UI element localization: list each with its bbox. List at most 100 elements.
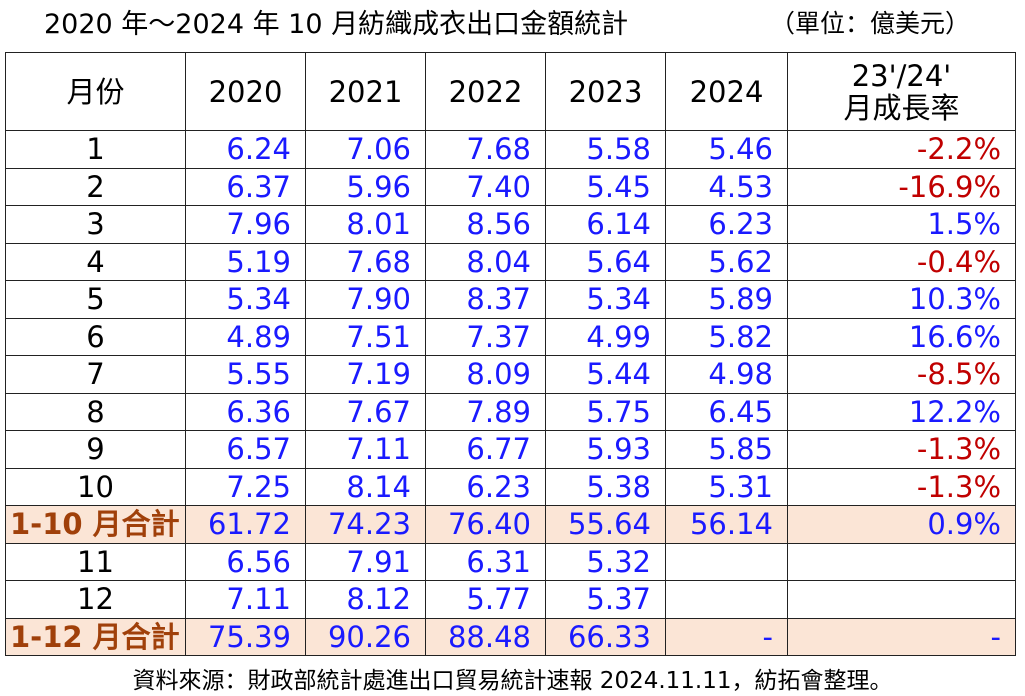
- value-cell: 90.26: [305, 617, 426, 656]
- value-cell: 7.51: [305, 317, 426, 356]
- value-cell: 74.23: [305, 505, 426, 544]
- title: 2020 年～2024 年 10 月紡織成衣出口金額統計: [44, 9, 629, 40]
- month-row: 7 5.55 7.19 8.09 5.44 4.98 -8.5%: [5, 355, 1016, 394]
- month-row: 9 6.57 7.11 6.77 5.93 5.85 -1.3%: [5, 430, 1016, 469]
- row-label: 2: [5, 167, 186, 206]
- value-cell: 8.37: [425, 280, 546, 319]
- value-cell: 5.85: [665, 430, 788, 469]
- value-cell: -16.9%: [787, 167, 1016, 206]
- month-row: 4 5.19 7.68 8.04 5.64 5.62 -0.4%: [5, 242, 1016, 281]
- value-cell: 6.36: [185, 392, 306, 431]
- row-label: 12: [5, 580, 186, 619]
- value-cell: 5.37: [545, 580, 666, 619]
- row-label: 10: [5, 467, 186, 506]
- row-label: 7: [5, 355, 186, 394]
- column-header: 2020: [185, 52, 306, 131]
- value-cell: 7.68: [305, 242, 426, 281]
- month-row: 6 4.89 7.51 7.37 4.99 5.82 16.6%: [5, 317, 1016, 356]
- value-cell: 8.09: [425, 355, 546, 394]
- column-header-line: 23'/24': [851, 58, 952, 93]
- value-cell: 6.57: [185, 430, 306, 469]
- value-cell: 5.55: [185, 355, 306, 394]
- value-cell: 75.39: [185, 617, 306, 656]
- header-row: 月份 2020 2021 2022 2023 2024 23'/24' 月成長率: [5, 52, 1016, 131]
- value-cell: [665, 542, 788, 581]
- table-body: 1 6.24 7.06 7.68 5.58 5.46 -2.2% 2 6.37 5.96 7.40 5…: [5, 130, 1016, 656]
- value-cell: 5.58: [545, 130, 666, 169]
- row-label: 11: [5, 542, 186, 581]
- value-cell: 5.19: [185, 242, 306, 281]
- value-cell: 6.31: [425, 542, 546, 581]
- value-cell: 7.37: [425, 317, 546, 356]
- value-cell: 8.12: [305, 580, 426, 619]
- month-row: 2 6.37 5.96 7.40 5.45 4.53 -16.9%: [5, 167, 1016, 206]
- value-cell: 5.64: [545, 242, 666, 281]
- value-cell: [787, 580, 1016, 619]
- row-label: 6: [5, 317, 186, 356]
- value-cell: 7.91: [305, 542, 426, 581]
- value-cell: -: [665, 617, 788, 656]
- column-header: 2021: [305, 52, 426, 131]
- value-cell: 7.40: [425, 167, 546, 206]
- export-table: 月份 2020 2021 2022 2023 2024 23'/24' 月成長率 1 6.24 7…: [5, 52, 1016, 656]
- value-cell: 7.19: [305, 355, 426, 394]
- source-note: 資料來源：財政部統計處進出口貿易統計速報 2024.11.11，紡拓會整理。: [132, 668, 893, 694]
- value-cell: 10.3%: [787, 280, 1016, 319]
- value-cell: 6.37: [185, 167, 306, 206]
- value-cell: 5.75: [545, 392, 666, 431]
- value-cell: 61.72: [185, 505, 306, 544]
- value-cell: 6.77: [425, 430, 546, 469]
- column-header: 月份: [5, 52, 186, 131]
- value-cell: 5.96: [305, 167, 426, 206]
- column-header: 2022: [425, 52, 546, 131]
- value-cell: -2.2%: [787, 130, 1016, 169]
- value-cell: 5.77: [425, 580, 546, 619]
- value-cell: 6.45: [665, 392, 788, 431]
- value-cell: 5.62: [665, 242, 788, 281]
- value-cell: 5.38: [545, 467, 666, 506]
- value-cell: 4.98: [665, 355, 788, 394]
- row-label: 9: [5, 430, 186, 469]
- value-cell: 8.01: [305, 205, 426, 244]
- value-cell: 5.32: [545, 542, 666, 581]
- month-row: 11 6.56 7.91 6.31 5.32: [5, 542, 1016, 581]
- row-label: 3: [5, 205, 186, 244]
- value-cell: 6.14: [545, 205, 666, 244]
- row-label: 4: [5, 242, 186, 281]
- column-header: 2023: [545, 52, 666, 131]
- value-cell: 5.34: [545, 280, 666, 319]
- value-cell: 6.24: [185, 130, 306, 169]
- row-label: 1: [5, 130, 186, 169]
- value-cell: 88.48: [425, 617, 546, 656]
- column-header: 2024: [665, 52, 788, 131]
- value-cell: 1.5%: [787, 205, 1016, 244]
- value-cell: [787, 542, 1016, 581]
- value-cell: 5.45: [545, 167, 666, 206]
- value-cell: 7.96: [185, 205, 306, 244]
- value-cell: 7.68: [425, 130, 546, 169]
- value-cell: 8.04: [425, 242, 546, 281]
- value-cell: 5.44: [545, 355, 666, 394]
- value-cell: 5.31: [665, 467, 788, 506]
- value-cell: 0.9%: [787, 505, 1016, 544]
- value-cell: -0.4%: [787, 242, 1016, 281]
- value-cell: 8.56: [425, 205, 546, 244]
- month-row: 3 7.96 8.01 8.56 6.14 6.23 1.5%: [5, 205, 1016, 244]
- value-cell: 4.99: [545, 317, 666, 356]
- value-cell: 5.46: [665, 130, 788, 169]
- total-row: 1-10 月合計 61.72 74.23 76.40 55.64 56.14 0.9%: [5, 505, 1016, 544]
- value-cell: 76.40: [425, 505, 546, 544]
- value-cell: 5.34: [185, 280, 306, 319]
- row-label: 1-10 月合計: [5, 505, 186, 544]
- value-cell: 7.11: [185, 580, 306, 619]
- value-cell: 7.25: [185, 467, 306, 506]
- value-cell: 5.89: [665, 280, 788, 319]
- value-cell: 55.64: [545, 505, 666, 544]
- month-row: 8 6.36 7.67 7.89 5.75 6.45 12.2%: [5, 392, 1016, 431]
- value-cell: 4.53: [665, 167, 788, 206]
- value-cell: 5.93: [545, 430, 666, 469]
- value-cell: 7.06: [305, 130, 426, 169]
- value-cell: 6.23: [665, 205, 788, 244]
- value-cell: 56.14: [665, 505, 788, 544]
